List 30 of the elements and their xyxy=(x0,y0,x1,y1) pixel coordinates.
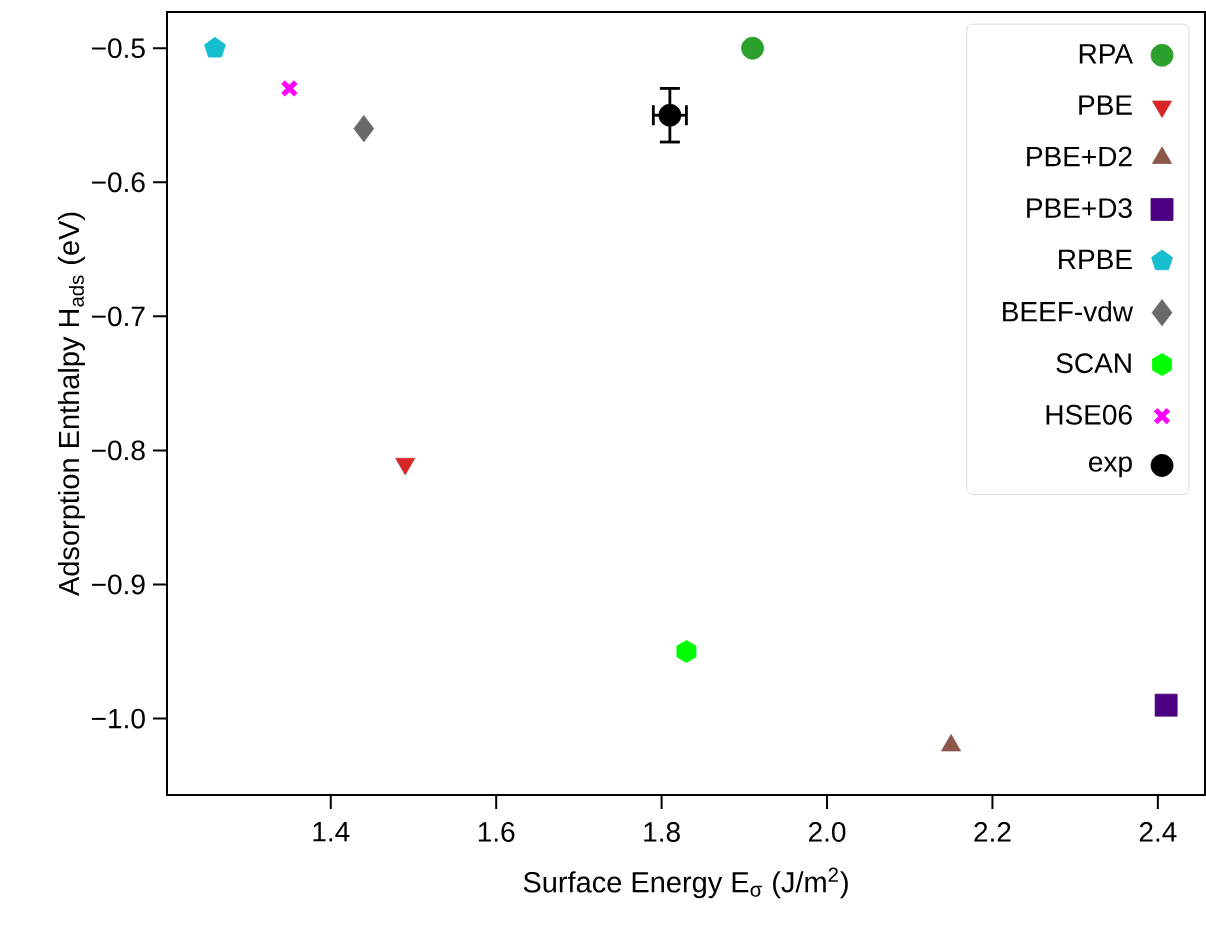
legend-label: exp xyxy=(1089,456,1132,478)
point xyxy=(676,640,697,663)
legend-label: RPBE xyxy=(1059,249,1132,270)
y-tick-label: −0.6 xyxy=(92,172,145,193)
legend-label: BEEF-vdw xyxy=(1003,301,1134,322)
legend-label: PBE+D3 xyxy=(1027,198,1132,219)
point xyxy=(741,36,764,60)
x-tick-label: 2.2 xyxy=(974,822,1011,842)
x-tick-label: 1.8 xyxy=(644,822,680,842)
legend-label: RPA xyxy=(1079,44,1133,64)
legend-label: HSE06 xyxy=(1046,404,1132,425)
y-axis-title: Adsorption Enthalpy H$_{ads}$ (eV) xyxy=(57,212,85,596)
y-tick-label: −0.9 xyxy=(92,574,145,595)
point xyxy=(280,79,299,98)
point xyxy=(353,115,375,143)
legend-label: SCAN xyxy=(1056,353,1131,374)
y-tick-label: −0.5 xyxy=(92,38,145,59)
x-tick-label: 1.4 xyxy=(313,822,350,842)
point xyxy=(658,103,682,127)
point xyxy=(1154,693,1178,717)
x-tick-label: 1.6 xyxy=(478,822,515,842)
legend-label: PBE xyxy=(1079,95,1132,115)
x-tick-label: 2.0 xyxy=(808,822,846,842)
legend-label: PBE+D2 xyxy=(1027,146,1132,167)
point xyxy=(204,36,226,58)
x-tick-label: 2.4 xyxy=(1139,822,1177,842)
y-tick-label: −0.8 xyxy=(92,440,145,461)
y-tick-label: −1.0 xyxy=(92,708,145,729)
y-tick-label: −0.7 xyxy=(92,306,145,327)
x-axis-title: Surface Energy E$_{σ}$ (J/m$^{2}$) xyxy=(523,867,848,899)
